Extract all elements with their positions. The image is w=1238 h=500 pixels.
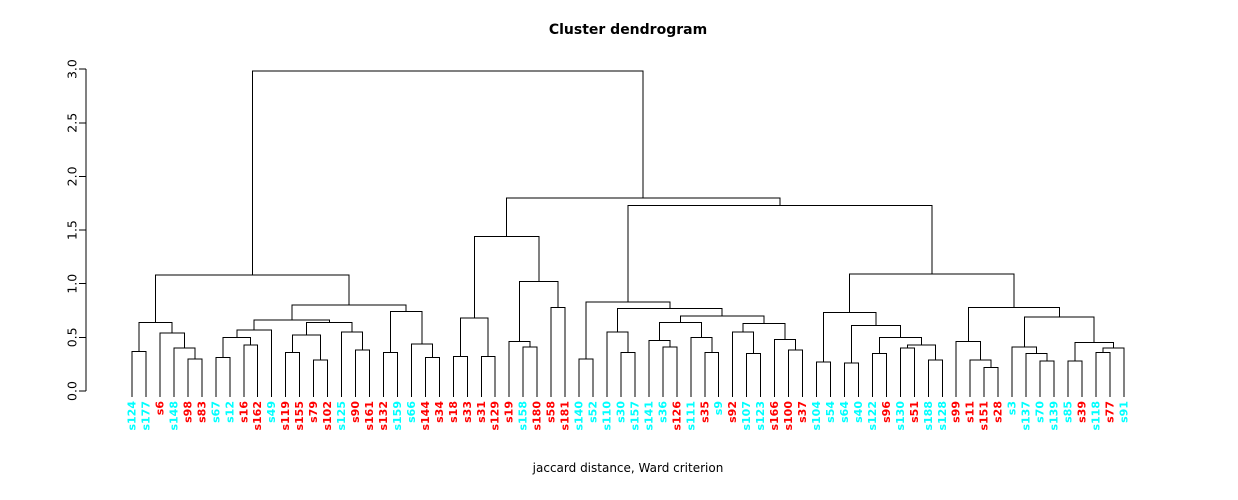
leaf-label: s18 — [447, 401, 460, 423]
leaf-label: s123 — [754, 401, 767, 431]
y-tick-label: 2.5 — [65, 113, 80, 133]
leaf-label: s129 — [489, 401, 502, 431]
leaf-label: s155 — [293, 401, 306, 431]
leaf-label: s16 — [237, 401, 250, 423]
leaf-label: s39 — [1075, 401, 1088, 423]
leaf-label: s102 — [321, 401, 334, 431]
y-tick-label: 1.5 — [65, 220, 80, 240]
leaf-label: s66 — [405, 401, 418, 423]
leaf-label: s91 — [1117, 401, 1130, 423]
leaf-label: s139 — [1048, 401, 1061, 431]
y-tick-label: 2.0 — [65, 166, 80, 186]
leaf-label: s28 — [992, 401, 1005, 423]
leaf-label: s151 — [978, 401, 991, 431]
leaf-label: s180 — [531, 401, 544, 431]
leaf-label: s98 — [181, 401, 194, 423]
leaf-label: s54 — [824, 401, 837, 423]
leaf-label: s148 — [167, 401, 180, 431]
leaf-label: s141 — [642, 401, 655, 431]
leaf-label: s92 — [726, 401, 739, 423]
leaf-label: s85 — [1061, 401, 1074, 423]
leaf-label: s96 — [880, 401, 893, 423]
y-tick-label: 0.0 — [65, 381, 80, 401]
leaf-label: s140 — [573, 401, 586, 431]
leaf-label: s37 — [796, 401, 809, 423]
leaf-label: s119 — [279, 401, 292, 431]
leaf-label: s40 — [852, 401, 865, 423]
leaf-label: s9 — [712, 401, 725, 415]
leaf-label: s137 — [1020, 401, 1033, 431]
leaf-label: s128 — [936, 401, 949, 431]
leaf-label: s67 — [209, 401, 222, 423]
leaf-label: s77 — [1103, 401, 1116, 423]
leaf-label: s125 — [335, 401, 348, 431]
leaf-label: s11 — [964, 401, 977, 423]
leaf-label: s90 — [349, 401, 362, 423]
x-axis-caption: jaccard distance, Ward criterion — [532, 461, 724, 475]
y-tick-label: 3.0 — [65, 59, 80, 79]
leaf-label: s111 — [684, 401, 697, 431]
leaf-label: s79 — [307, 401, 320, 423]
leaf-label: s162 — [251, 401, 264, 431]
leaf-label: s104 — [810, 401, 823, 431]
leaf-label: s3 — [1006, 401, 1019, 415]
leaf-label: s144 — [419, 401, 432, 431]
leaf-label: s31 — [475, 401, 488, 423]
leaf-label: s49 — [265, 401, 278, 423]
leaf-label: s161 — [363, 401, 376, 431]
leaf-label: s177 — [139, 401, 152, 431]
leaf-label: s122 — [866, 401, 879, 431]
leaf-label: s35 — [698, 401, 711, 423]
leaf-label: s132 — [377, 401, 390, 431]
chart-title: Cluster dendrogram — [548, 22, 708, 38]
leaf-label: s30 — [614, 401, 627, 423]
leaf-label: s19 — [503, 401, 516, 423]
leaf-label: s166 — [768, 401, 781, 431]
leaf-label: s33 — [461, 401, 474, 423]
leaf-label: s64 — [838, 401, 851, 423]
leaf-label: s83 — [195, 401, 208, 423]
leaf-label: s58 — [545, 401, 558, 423]
leaf-label: s157 — [628, 401, 641, 431]
leaf-label: s100 — [782, 401, 795, 431]
leaf-label: s126 — [670, 401, 683, 431]
leaf-label: s34 — [433, 401, 446, 423]
leaf-label: s6 — [153, 401, 166, 416]
leaf-label: s52 — [587, 401, 600, 423]
leaf-label: s12 — [223, 401, 236, 423]
leaf-label: s181 — [559, 401, 572, 431]
leaf-label: s107 — [740, 401, 753, 431]
dendrogram-lines — [131, 70, 1125, 397]
leaf-label: s130 — [894, 401, 907, 431]
leaf-label: s118 — [1089, 401, 1102, 431]
leaf-label: s110 — [600, 401, 613, 431]
leaf-label: s51 — [908, 401, 921, 423]
leaf-label: s124 — [126, 401, 139, 431]
y-tick-label: 0.5 — [65, 327, 80, 347]
y-tick-label: 1.0 — [65, 274, 80, 294]
leaf-label: s188 — [922, 401, 935, 431]
leaf-label: s99 — [950, 401, 963, 423]
leaf-label: s36 — [656, 401, 669, 423]
leaf-label: s159 — [391, 401, 404, 431]
leaf-label: s158 — [517, 401, 530, 431]
leaf-label: s70 — [1034, 401, 1047, 423]
